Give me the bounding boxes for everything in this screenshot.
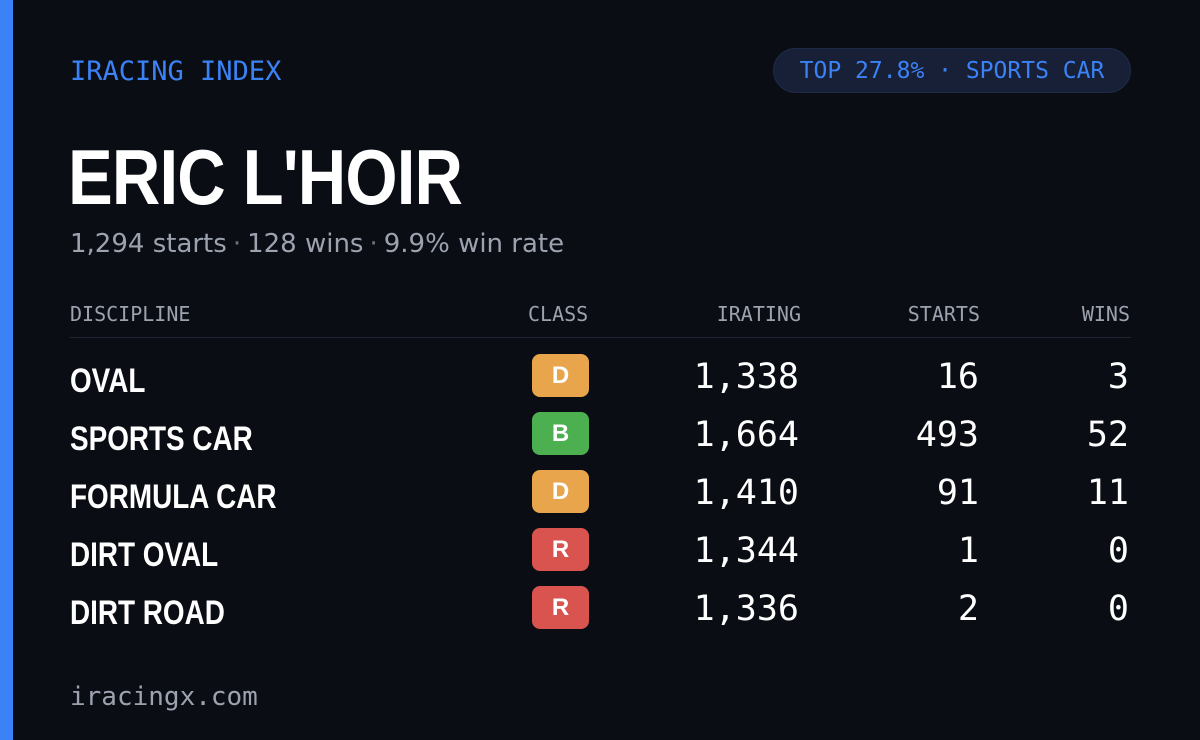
footer-site: iracingx.com	[70, 682, 258, 712]
discipline-name: DIRT ROAD	[70, 594, 225, 632]
license-class-badge: D	[532, 354, 589, 397]
license-class-badge: B	[532, 412, 589, 455]
irating-value: 1,344	[693, 531, 799, 571]
header-wins: WINS	[1081, 302, 1130, 326]
header-divider	[70, 337, 1131, 338]
wins-value: 0	[1107, 589, 1129, 629]
starts-value: 2	[957, 589, 979, 629]
wins-value: 11	[1086, 473, 1129, 513]
table-row: OVAL D 1,338 16 3	[0, 352, 1200, 410]
rank-badge: TOP 27.8% · SPORTS CAR	[773, 48, 1131, 93]
license-class-badge: D	[532, 470, 589, 513]
discipline-name: OVAL	[70, 362, 146, 400]
table-row: FORMULA CAR D 1,410 91 11	[0, 468, 1200, 526]
separator-dot: ·	[369, 229, 378, 259]
irating-value: 1,664	[693, 415, 799, 455]
driver-name: ERIC L'HOIR	[68, 133, 463, 221]
driver-summary: 1,294 starts · 128 wins · 9.9% win rate	[70, 229, 564, 259]
starts-value: 1	[957, 531, 979, 571]
starts-value: 16	[936, 357, 979, 397]
header-irating: IRATING	[716, 302, 801, 326]
discipline-name: FORMULA CAR	[70, 478, 277, 516]
irating-value: 1,336	[693, 589, 799, 629]
wins-value: 0	[1107, 531, 1129, 571]
irating-value: 1,410	[693, 473, 799, 513]
accent-bar	[0, 0, 13, 740]
irating-value: 1,338	[693, 357, 799, 397]
summary-wins: 128 wins	[247, 229, 364, 259]
wins-value: 3	[1107, 357, 1129, 397]
license-class-badge: R	[532, 586, 589, 629]
rank-badge-label: TOP 27.8% · SPORTS CAR	[799, 57, 1105, 84]
license-class-badge: R	[532, 528, 589, 571]
table-row: SPORTS CAR B 1,664 493 52	[0, 410, 1200, 468]
wins-value: 52	[1086, 415, 1129, 455]
summary-starts: 1,294 starts	[70, 229, 227, 259]
header-discipline: DISCIPLINE	[70, 302, 191, 326]
discipline-name: DIRT OVAL	[70, 536, 219, 574]
brand-title: IRACING INDEX	[70, 56, 282, 87]
header-starts: STARTS	[907, 302, 980, 326]
separator-dot: ·	[232, 229, 242, 259]
header-class: CLASS	[528, 302, 589, 326]
discipline-name: SPORTS CAR	[70, 420, 253, 458]
discipline-table: OVAL D 1,338 16 3 SPORTS CAR B 1,664 493…	[0, 352, 1200, 642]
starts-value: 91	[936, 473, 979, 513]
summary-win-rate: 9.9% win rate	[383, 229, 565, 259]
table-row: DIRT OVAL R 1,344 1 0	[0, 526, 1200, 584]
table-row: DIRT ROAD R 1,336 2 0	[0, 584, 1200, 642]
starts-value: 493	[915, 415, 979, 455]
